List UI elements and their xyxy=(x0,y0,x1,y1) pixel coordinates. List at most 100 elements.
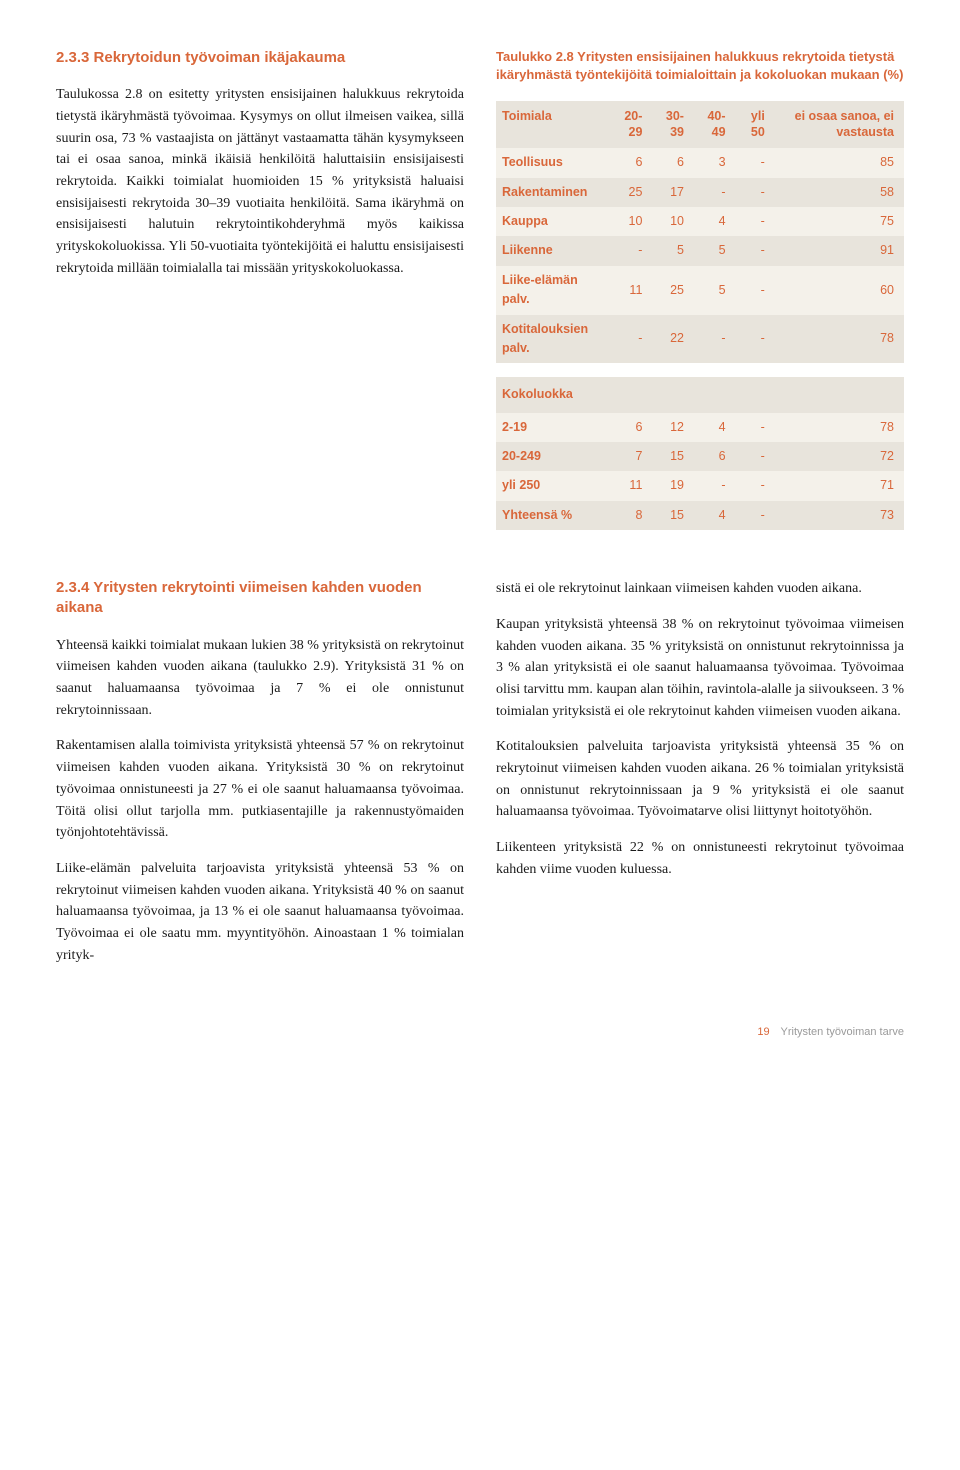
section-233-body-text: Taulukossa 2.8 on esitetty yritysten ens… xyxy=(56,84,464,279)
cell: 58 xyxy=(775,178,904,207)
body-paragraph: Liike-elämän palveluita tarjoavista yrit… xyxy=(56,858,464,966)
cell: 72 xyxy=(775,442,904,471)
cell: 5 xyxy=(694,266,736,315)
section-233-body: Taulukossa 2.8 on esitetty yritysten ens… xyxy=(56,84,464,279)
cell: 10 xyxy=(652,207,694,236)
cell: 11 xyxy=(611,266,653,315)
cell: - xyxy=(611,236,653,265)
row-label: Kauppa xyxy=(496,207,611,236)
cell: - xyxy=(736,148,775,177)
cell: 7 xyxy=(611,442,653,471)
body-paragraph: Yhteensä kaikki toimialat mukaan lukien … xyxy=(56,635,464,722)
bottom-col-right: sistä ei ole rekrytoinut lainkaan viimei… xyxy=(496,578,904,980)
table-row: Yhteensä %8154-73 xyxy=(496,501,904,530)
section-heading-234: 2.3.4 Yritysten rekrytointi viimeisen ka… xyxy=(56,578,464,619)
section-heading-233: 2.3.3 Rekrytoidun työvoiman ikäjakauma xyxy=(56,48,464,68)
cell: 4 xyxy=(694,413,736,442)
cell: 25 xyxy=(611,178,653,207)
row-label: Liike-elämän palv. xyxy=(496,266,611,315)
table-row: Kotitalouksien palv.-22--78 xyxy=(496,315,904,364)
table-row: 2-196124-78 xyxy=(496,413,904,442)
row-label: Teollisuus xyxy=(496,148,611,177)
cell: 5 xyxy=(652,236,694,265)
cell: 6 xyxy=(611,413,653,442)
table-gap xyxy=(496,363,904,377)
cell: - xyxy=(694,471,736,500)
cell: 6 xyxy=(694,442,736,471)
row-label: 20-249 xyxy=(496,442,611,471)
cell: 6 xyxy=(611,148,653,177)
table-row: Rakentaminen2517--58 xyxy=(496,178,904,207)
cell: 5 xyxy=(694,236,736,265)
cell: - xyxy=(736,178,775,207)
cell: - xyxy=(694,178,736,207)
cell: - xyxy=(736,266,775,315)
col-left: 2.3.3 Rekrytoidun työvoiman ikäjakauma T… xyxy=(56,48,464,530)
body-paragraph: Rakentamisen alalla toimivista yrityksis… xyxy=(56,735,464,843)
top-two-column: 2.3.3 Rekrytoidun työvoiman ikäjakauma T… xyxy=(56,48,904,530)
table-28: Toimiala 20-29 30-39 40-49 yli 50 ei osa… xyxy=(496,101,904,530)
bottom-col-left: 2.3.4 Yritysten rekrytointi viimeisen ka… xyxy=(56,578,464,980)
cell: - xyxy=(736,471,775,500)
table-row: Liikenne-55-91 xyxy=(496,236,904,265)
row-label: Kotitalouksien palv. xyxy=(496,315,611,364)
body-paragraph: Liikenteen yrityksistä 22 % on onnistune… xyxy=(496,837,904,880)
cell: - xyxy=(736,413,775,442)
table-header-row: Toimiala 20-29 30-39 40-49 yli 50 ei osa… xyxy=(496,101,904,148)
cell: 17 xyxy=(652,178,694,207)
cell: - xyxy=(736,315,775,364)
cell: 11 xyxy=(611,471,653,500)
cell: 15 xyxy=(652,442,694,471)
cell: 4 xyxy=(694,207,736,236)
table-row: Teollisuus663-85 xyxy=(496,148,904,177)
body-paragraph: sistä ei ole rekrytoinut lainkaan viimei… xyxy=(496,578,904,600)
cell: 6 xyxy=(652,148,694,177)
th-20-29: 20-29 xyxy=(611,101,653,148)
cell: 71 xyxy=(775,471,904,500)
cell: 85 xyxy=(775,148,904,177)
cell: - xyxy=(736,442,775,471)
cell: - xyxy=(611,315,653,364)
page-footer: 19 Yritysten työvoiman tarve xyxy=(56,1024,904,1041)
row-label: Rakentaminen xyxy=(496,178,611,207)
footer-text: Yritysten työvoiman tarve xyxy=(781,1026,905,1038)
bottom-two-column: 2.3.4 Yritysten rekrytointi viimeisen ka… xyxy=(56,578,904,980)
row-label: Liikenne xyxy=(496,236,611,265)
th-30-39: 30-39 xyxy=(652,101,694,148)
table-row: 20-2497156-72 xyxy=(496,442,904,471)
cell: 75 xyxy=(775,207,904,236)
th-yli50: yli 50 xyxy=(736,101,775,148)
table-row: Liike-elämän palv.11255-60 xyxy=(496,266,904,315)
cell: 78 xyxy=(775,315,904,364)
cell: 3 xyxy=(694,148,736,177)
th-40-49: 40-49 xyxy=(694,101,736,148)
row-label: Yhteensä % xyxy=(496,501,611,530)
cell: - xyxy=(694,315,736,364)
cell: 22 xyxy=(652,315,694,364)
table-row: yli 2501119--71 xyxy=(496,471,904,500)
col-right: Taulukko 2.8 Yritysten ensisijainen halu… xyxy=(496,48,904,530)
cell: 60 xyxy=(775,266,904,315)
cell: 73 xyxy=(775,501,904,530)
cell: 78 xyxy=(775,413,904,442)
cell: - xyxy=(736,207,775,236)
cell: 10 xyxy=(611,207,653,236)
table-subhead: Kokoluokka xyxy=(496,377,904,412)
cell: 19 xyxy=(652,471,694,500)
cell: 8 xyxy=(611,501,653,530)
cell: 15 xyxy=(652,501,694,530)
th-eiosaa: ei osaa sanoa, ei vastausta xyxy=(775,101,904,148)
table-row: Kauppa10104-75 xyxy=(496,207,904,236)
cell: 25 xyxy=(652,266,694,315)
table-caption: Taulukko 2.8 Yritysten ensisijainen halu… xyxy=(496,48,904,83)
body-paragraph: Kotitalouksien palveluita tarjoavista yr… xyxy=(496,736,904,823)
cell: - xyxy=(736,501,775,530)
cell: 12 xyxy=(652,413,694,442)
row-label: 2-19 xyxy=(496,413,611,442)
th-toimiala: Toimiala xyxy=(496,101,611,148)
cell: - xyxy=(736,236,775,265)
page-number: 19 xyxy=(757,1026,769,1038)
table-subhead-row: Kokoluokka xyxy=(496,377,904,412)
row-label: yli 250 xyxy=(496,471,611,500)
cell: 91 xyxy=(775,236,904,265)
